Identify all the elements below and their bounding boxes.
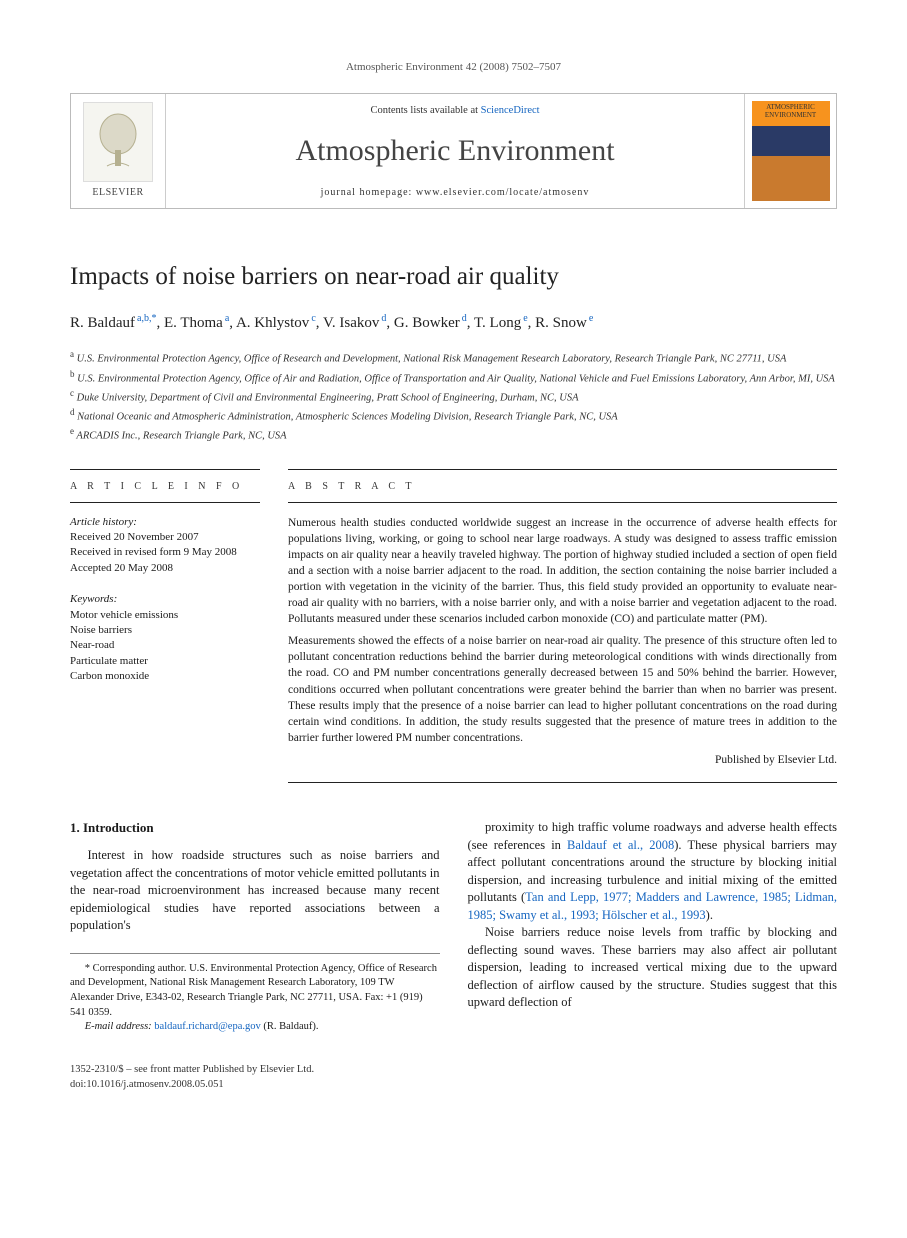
corresponding-author-note: * Corresponding author. U.S. Environment…: [70, 953, 440, 1035]
rule: [288, 782, 837, 783]
journal-cover-thumb-icon: ATMOSPHERIC ENVIRONMENT: [752, 101, 830, 201]
intro-para-1b: proximity to high traffic volume roadway…: [468, 819, 838, 924]
section-heading-intro: 1. Introduction: [70, 819, 440, 837]
abstract-publisher-line: Published by Elsevier Ltd.: [288, 752, 837, 768]
keyword-line: Motor vehicle emissions: [70, 608, 260, 623]
intro-para-1a: Interest in how roadside structures such…: [70, 847, 440, 935]
journal-name: Atmospheric Environment: [174, 130, 736, 172]
abstract-paragraph: Numerous health studies conducted worldw…: [288, 515, 837, 628]
keywords-label: Keywords:: [70, 592, 260, 607]
article-title: Impacts of noise barriers on near-road a…: [70, 259, 837, 294]
keyword-line: Carbon monoxide: [70, 669, 260, 684]
abstract-paragraph: Measurements showed the effects of a noi…: [288, 633, 837, 746]
publisher-logo-block: ELSEVIER: [71, 94, 166, 208]
email-label: E-mail address:: [85, 1021, 155, 1032]
history-line: Accepted 20 May 2008: [70, 561, 260, 576]
history-line: Received 20 November 2007: [70, 530, 260, 545]
keyword-line: Particulate matter: [70, 654, 260, 669]
article-info-head: A R T I C L E I N F O: [70, 470, 260, 503]
abstract-head: A B S T R A C T: [288, 470, 837, 503]
article-history-label: Article history:: [70, 515, 260, 530]
corresponding-email-name: (R. Baldauf).: [261, 1021, 319, 1032]
body-two-column: 1. Introduction Interest in how roadside…: [70, 819, 837, 1035]
history-line: Received in revised form 9 May 2008: [70, 545, 260, 560]
front-matter-line: 1352-2310/$ – see front matter Published…: [70, 1063, 837, 1078]
journal-header: ELSEVIER Contents lists available at Sci…: [70, 93, 837, 209]
publisher-label: ELSEVIER: [92, 186, 143, 200]
author-list: R. Baldauf a,b,*, E. Thoma a, A. Khlysto…: [70, 312, 837, 334]
affiliation-line: a U.S. Environmental Protection Agency, …: [70, 348, 837, 367]
contents-available-line: Contents lists available at ScienceDirec…: [174, 104, 736, 119]
cover-thumb-title: ATMOSPHERIC ENVIRONMENT: [752, 104, 830, 119]
keywords-block: Keywords: Motor vehicle emissionsNoise b…: [70, 592, 260, 684]
running-head: Atmospheric Environment 42 (2008) 7502–7…: [70, 60, 837, 75]
affiliation-line: b U.S. Environmental Protection Agency, …: [70, 368, 837, 387]
keyword-line: Near-road: [70, 638, 260, 653]
keyword-line: Noise barriers: [70, 623, 260, 638]
article-history-block: Article history: Received 20 November 20…: [70, 515, 260, 577]
corresponding-email-link[interactable]: baldauf.richard@epa.gov: [154, 1021, 260, 1032]
para1b-post: ).: [706, 908, 713, 922]
doi-line: doi:10.1016/j.atmosenv.2008.05.051: [70, 1078, 837, 1093]
affiliation-line: d National Oceanic and Atmospheric Admin…: [70, 406, 837, 425]
elsevier-tree-icon: [83, 102, 153, 182]
corresponding-label: Corresponding author. U.S. Environmental…: [70, 963, 437, 1018]
homepage-prefix: journal homepage:: [321, 187, 416, 198]
abstract-column: A B S T R A C T Numerous health studies …: [288, 469, 837, 783]
intro-para-2: Noise barriers reduce noise levels from …: [468, 924, 838, 1012]
journal-homepage-line: journal homepage: www.elsevier.com/locat…: [174, 186, 736, 200]
affiliation-list: a U.S. Environmental Protection Agency, …: [70, 348, 837, 444]
page-footer: 1352-2310/$ – see front matter Published…: [70, 1063, 837, 1092]
abstract-text: Numerous health studies conducted worldw…: [288, 515, 837, 768]
journal-cover-block: ATMOSPHERIC ENVIRONMENT: [744, 94, 836, 208]
sciencedirect-link[interactable]: ScienceDirect: [481, 105, 540, 116]
affiliation-line: e ARCADIS Inc., Research Triangle Park, …: [70, 425, 837, 444]
citation-link[interactable]: Baldauf et al., 2008: [567, 838, 674, 852]
article-info-column: A R T I C L E I N F O Article history: R…: [70, 469, 260, 783]
contents-prefix: Contents lists available at: [370, 105, 480, 116]
homepage-url: www.elsevier.com/locate/atmosenv: [416, 187, 590, 198]
affiliation-line: c Duke University, Department of Civil a…: [70, 387, 837, 406]
